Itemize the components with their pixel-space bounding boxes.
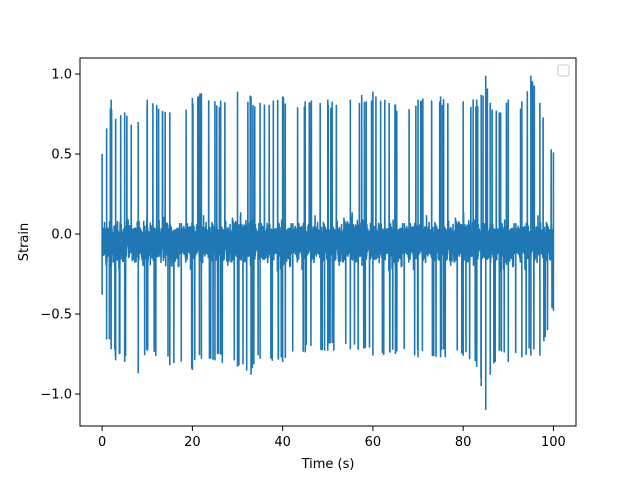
y-axis-label: Strain [17,223,32,262]
x-axis-label: Time (s) [301,457,355,472]
x-tick-label: 40 [274,435,291,450]
y-tick-label: −1.0 [40,388,72,403]
y-tick-label: 0.0 [51,228,72,243]
x-tick-label: 20 [184,435,201,450]
x-axis: 0 20 40 60 80 100 [98,426,566,450]
y-tick-label: 0.5 [51,148,72,163]
x-tick-label: 80 [455,435,472,450]
plot-area [79,57,577,427]
y-tick-label: −0.5 [40,308,72,323]
series-layer [101,75,555,410]
x-tick-label: 100 [541,435,566,450]
y-axis: 1.0 0.5 0.0 −0.5 −1.0 [40,68,80,403]
legend[interactable] [557,64,570,77]
x-tick-label: 0 [98,435,106,450]
series-line [101,75,555,410]
x-tick-label: 60 [365,435,382,450]
y-tick-label: 1.0 [51,68,72,83]
